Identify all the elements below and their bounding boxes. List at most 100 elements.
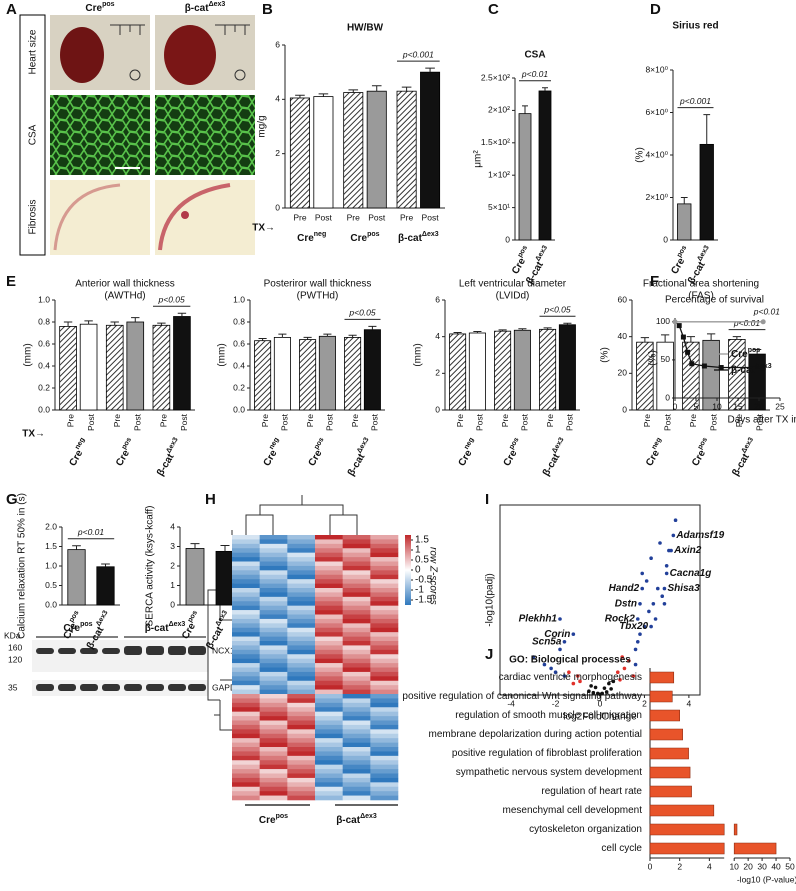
bar [649,728,683,741]
error-bar [84,320,93,325]
heatmap-cell [259,557,288,562]
bar [59,325,77,411]
y-tick-label: regulation of heart rate [541,786,642,797]
heatmap-cell [370,694,399,699]
heatmap-cell [232,552,260,558]
group-label-base: β-cat [541,451,563,478]
group-label: β-catΔex3 [344,436,375,478]
heatmap-cell [259,738,288,743]
heatmap-cell [287,557,316,562]
x-tick-label: Post [280,413,290,431]
x-tick-label: Pre [112,414,122,428]
heatmap-cell [315,641,343,646]
heatmap-cell [259,751,288,757]
heatmap-cell [342,570,371,576]
heatmap-cell [287,596,316,602]
point [655,586,660,591]
heatmap-cell [259,588,288,593]
point [640,571,645,576]
bar [539,328,557,411]
point [669,548,673,553]
heatmap-cell [370,583,399,589]
heatmap-cell [315,795,343,801]
heatmap-cell [315,702,343,708]
error-bar [473,331,482,333]
bar [105,324,124,411]
y-tick-label: 2 [275,148,280,158]
panel-letter: A [6,1,17,18]
group-label-sup: neg [74,436,86,450]
heatmap-cell [232,698,260,704]
heatmap-cell [232,623,260,629]
annotation: p<0.01 [77,527,105,537]
heatmap-cell [287,707,316,712]
heatmap-cell [232,614,260,620]
x-prefix: TX→ [22,429,45,440]
y-tick-label: mesenchymal cell development [502,805,642,816]
point [558,617,562,621]
y-tick-label: cytoskeleton organization [529,824,642,835]
heatmap-cell [232,641,260,646]
heatmap-cell [370,570,399,576]
y-axis-label: mg/g [257,115,268,137]
colorbar-tick-label: 1.5 [415,535,429,546]
group-label: Crepos [112,436,138,468]
heatmap-cell [287,614,316,620]
y-tick-label: 2.5×10² [481,72,510,82]
x-tick-label: Pre [734,414,744,428]
column-header: β-catΔex3 [185,1,226,14]
chart-title: Anterior wall thickness [75,279,174,290]
heatmap-cell [259,623,288,629]
heatmap-cell [259,747,288,752]
heatmap-cell [315,618,343,624]
bar [344,336,362,411]
heatmap-cell [342,671,371,677]
panel-letter: F [650,273,659,290]
heatmap-cell [287,738,316,743]
annotation: p<0.01 [521,69,549,79]
heatmap-cell [315,535,343,540]
error-bar [72,545,81,550]
error-bar [563,322,572,325]
group-label: Creneg [455,436,481,468]
heatmap-cell [232,539,260,545]
heatmap-cell [287,777,316,783]
blot-header: β-catΔex3 [145,621,186,634]
heatmap-cell [315,698,343,704]
bar [289,97,310,209]
heatmap-cell [232,565,260,571]
heatmap-cell [370,698,399,704]
x-tick-label: Pre [455,414,465,428]
heatmap-cell [315,579,343,584]
marker [672,319,678,325]
heatmap-cell [259,601,288,606]
x-tick-label: Post [520,413,530,431]
x-prefix: TX→ [252,223,275,234]
heatmap-cell [232,535,260,540]
heatmap-cell [342,755,371,761]
heatmap-cell [315,694,343,699]
y-tick-label: 0.4 [233,360,245,370]
point [651,602,656,606]
point [633,647,638,652]
x-tick-label: Post [708,413,718,431]
heatmap-cell [287,755,316,761]
heatmap-cell [232,654,260,659]
error-bar [323,333,332,337]
group-label-base: β-cat [730,451,752,478]
heatmap-cell [232,636,260,642]
heatmap-cell [259,614,288,620]
marker [676,323,682,329]
heatmap-cell [287,747,316,752]
bar [420,71,441,209]
heatmap-cell [287,724,316,730]
point [662,586,667,591]
heatmap-cell [287,610,316,615]
y-tick-label: 0 [275,202,280,212]
heatmap-cell [232,760,260,765]
heatmap-cell [370,539,399,545]
heatmap-cell [259,716,288,721]
y-tick-label: 0.6 [38,338,50,348]
x-tick-label: Pre [500,414,510,428]
